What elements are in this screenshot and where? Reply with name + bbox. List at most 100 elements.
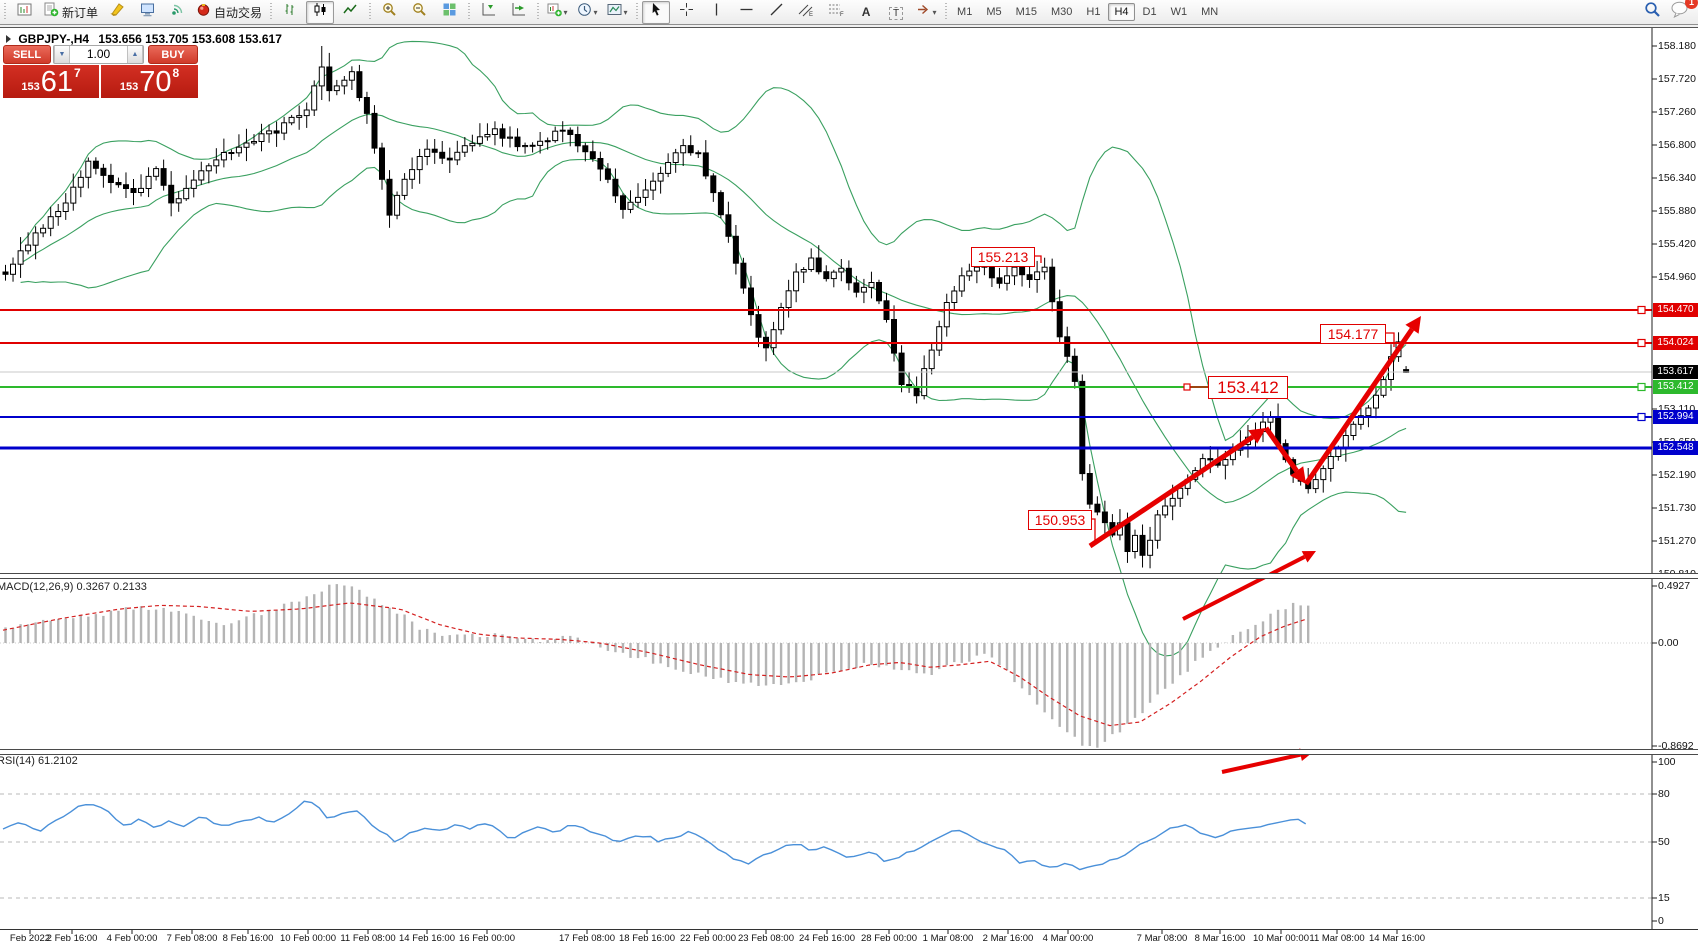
toolbar-templates[interactable]: ▾: [603, 1, 631, 24]
trend-arrow[interactable]: [1221, 752, 1301, 774]
axis-tick-label: 156.800: [1658, 139, 1696, 151]
toolbar-text-label[interactable]: T: [882, 1, 910, 24]
candle: [326, 66, 333, 92]
toolbar-crosshair[interactable]: [672, 1, 700, 24]
toolbar-vertical-line[interactable]: [702, 1, 730, 24]
toolbar-signals[interactable]: [163, 1, 191, 24]
price-callout-154.177[interactable]: 154.177: [1320, 324, 1386, 344]
toolbar-grip[interactable]: [634, 3, 640, 21]
toolbar-tf-h4[interactable]: H4: [1108, 3, 1135, 21]
rsi-pane-splitter[interactable]: [0, 749, 1698, 755]
toolbar-periods[interactable]: ▾: [573, 1, 601, 24]
chart-window-icon: [17, 2, 32, 22]
trend-arrow[interactable]: [1182, 555, 1306, 621]
toolbar-zoom-in[interactable]: [375, 1, 403, 24]
toolbar-styler[interactable]: [103, 1, 131, 24]
price-tag-152.548[interactable]: 152.548: [1653, 441, 1698, 455]
trend-arrow-head: [1405, 316, 1421, 334]
toolbar-grip[interactable]: [2, 3, 7, 21]
toolbar-tf-h1[interactable]: H1: [1086, 6, 1101, 18]
toolbar-bars-chart[interactable]: [276, 1, 304, 24]
toolbar-new-chart[interactable]: ▾: [543, 1, 571, 24]
toolbar-autotrading[interactable]: 自动交易: [193, 1, 265, 24]
symbol-ohlc-values: 153.656 153.705 153.608 153.617: [98, 32, 282, 46]
collapse-triangle-icon[interactable]: [6, 35, 11, 43]
price-tag-153.412[interactable]: 153.412: [1653, 380, 1698, 394]
toolbar-tf-m15[interactable]: M15: [1015, 6, 1037, 18]
price-callout-155.213[interactable]: 155.213: [971, 247, 1035, 267]
buy-price-handle: 153: [119, 81, 139, 93]
toolbar-text[interactable]: A: [852, 1, 880, 24]
toolbar-grip[interactable]: [367, 3, 373, 21]
toolbar-equidistant-channel[interactable]: E: [792, 1, 820, 24]
volume-value[interactable]: 1.00: [86, 47, 111, 61]
candle: [830, 271, 837, 280]
candle: [1207, 458, 1214, 461]
trend-arrow[interactable]: [1303, 327, 1415, 486]
candle: [845, 267, 852, 284]
toolbar-grip[interactable]: [466, 3, 472, 21]
hline-handle[interactable]: [1637, 412, 1646, 422]
callout-connector: [1033, 255, 1042, 263]
candle: [92, 160, 99, 169]
toolbar-arrows[interactable]: ▾: [912, 1, 940, 24]
macd-pane-splitter[interactable]: [0, 573, 1698, 579]
toolbar-grip[interactable]: [943, 3, 949, 21]
toolbar-grip[interactable]: [535, 3, 541, 21]
candle: [522, 145, 529, 148]
price-callout-153.412[interactable]: 153.412: [1208, 376, 1288, 399]
search-icon[interactable]: [1644, 1, 1661, 23]
toolbar-tf-w1[interactable]: W1: [1170, 6, 1188, 18]
price-tag-154.024[interactable]: 154.024: [1653, 336, 1698, 350]
toolbar-chart-window[interactable]: [10, 1, 38, 24]
volume-increase-icon[interactable]: ▲: [127, 46, 143, 63]
date-tick-label: 14 Feb 16:00: [399, 933, 455, 944]
hline-handle[interactable]: [1637, 305, 1646, 315]
toolbar-tf-mn[interactable]: MN: [1201, 6, 1219, 18]
volume-decrease-icon[interactable]: ▼: [54, 46, 70, 63]
price-callout-150.953[interactable]: 150.953: [1028, 510, 1092, 530]
toolbar-tf-d1[interactable]: D1: [1142, 6, 1157, 18]
hline-handle[interactable]: [1637, 338, 1646, 348]
buy-price-display[interactable]: 153 70 8: [101, 65, 198, 98]
toolbar-new-order[interactable]: 新订单: [40, 1, 101, 24]
date-tick-label: 4 Mar 00:00: [1042, 933, 1094, 944]
date-tick-label: 1 Mar 08:00: [922, 933, 974, 944]
price-tag-153.617[interactable]: 153.617: [1653, 365, 1698, 379]
hline-handle[interactable]: [1637, 382, 1646, 392]
toolbar-candles-chart[interactable]: [306, 0, 335, 24]
toolbar-horizontal-line[interactable]: [732, 1, 760, 24]
candle: [1064, 336, 1071, 357]
price-tag-152.994[interactable]: 152.994: [1653, 410, 1698, 424]
toolbar-line-chart[interactable]: [336, 1, 364, 24]
toolbar-cursor[interactable]: [642, 0, 671, 24]
toolbar-auto-scroll[interactable]: [504, 1, 532, 24]
toolbar-tile-windows[interactable]: [435, 1, 463, 24]
trend-arrow[interactable]: [1263, 426, 1299, 473]
toolbar-tf-m5[interactable]: M5: [986, 6, 1002, 18]
sell-price-display[interactable]: 153 61 7: [3, 65, 99, 98]
volume-stepper[interactable]: ▼ 1.00 ▲: [53, 45, 144, 64]
rsi-label: RSI(14) 61.2102: [0, 755, 78, 767]
date-tick-label: 2 Feb 16:00: [46, 933, 98, 944]
toolbar-metaeditor[interactable]: [133, 1, 161, 24]
trend-arrow[interactable]: [1088, 434, 1255, 549]
toolbar-zoom-out[interactable]: [405, 1, 433, 24]
toolbar-chart-shift[interactable]: [474, 1, 502, 24]
toolbar-tf-m1[interactable]: M1: [957, 6, 973, 18]
sell-button[interactable]: SELL: [3, 45, 51, 64]
toolbar-tf-m30[interactable]: M30: [1051, 6, 1073, 18]
candle: [544, 140, 551, 143]
candle: [778, 307, 785, 331]
candle: [243, 142, 250, 148]
price-tag-154.470[interactable]: 154.470: [1653, 303, 1698, 317]
buy-button[interactable]: BUY: [148, 45, 198, 64]
chat-icon[interactable]: 1: [1671, 0, 1698, 23]
toolbar-trendline[interactable]: [762, 1, 790, 24]
toolbar-grip[interactable]: [268, 3, 274, 21]
periods-icon: [577, 2, 592, 22]
candle: [348, 71, 355, 81]
candle: [687, 145, 694, 154]
toolbar-fibonacci-retracement[interactable]: F: [822, 1, 850, 24]
date-tick-label: 11 Mar 08:00: [1309, 933, 1365, 944]
